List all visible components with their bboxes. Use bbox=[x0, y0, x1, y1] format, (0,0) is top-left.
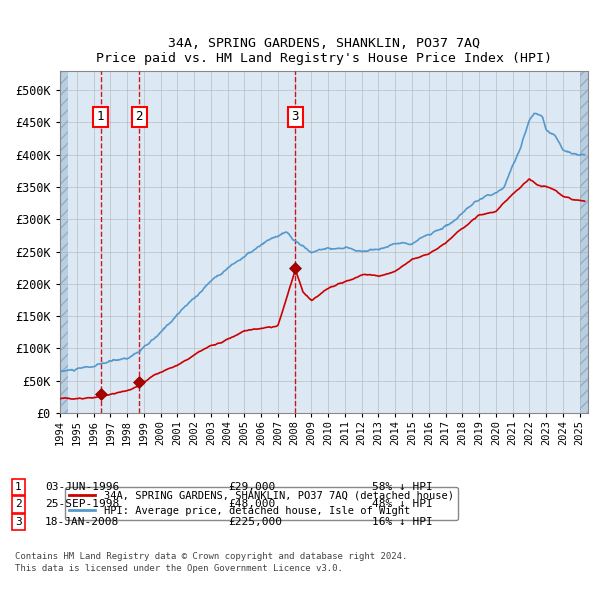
Text: 03-JUN-1996: 03-JUN-1996 bbox=[45, 482, 119, 491]
Text: 3: 3 bbox=[15, 517, 22, 527]
Text: 1: 1 bbox=[97, 110, 104, 123]
Text: This data is licensed under the Open Government Licence v3.0.: This data is licensed under the Open Gov… bbox=[15, 564, 343, 573]
Text: £225,000: £225,000 bbox=[228, 517, 282, 527]
Text: 58% ↓ HPI: 58% ↓ HPI bbox=[372, 482, 433, 491]
Text: 2: 2 bbox=[15, 500, 22, 509]
Text: 48% ↓ HPI: 48% ↓ HPI bbox=[372, 500, 433, 509]
Text: 1: 1 bbox=[15, 482, 22, 491]
Text: 25-SEP-1998: 25-SEP-1998 bbox=[45, 500, 119, 509]
Text: 3: 3 bbox=[292, 110, 299, 123]
Text: 2: 2 bbox=[136, 110, 143, 123]
Text: Contains HM Land Registry data © Crown copyright and database right 2024.: Contains HM Land Registry data © Crown c… bbox=[15, 552, 407, 561]
Text: 16% ↓ HPI: 16% ↓ HPI bbox=[372, 517, 433, 527]
Legend: 34A, SPRING GARDENS, SHANKLIN, PO37 7AQ (detached house), HPI: Average price, de: 34A, SPRING GARDENS, SHANKLIN, PO37 7AQ … bbox=[65, 487, 458, 520]
Bar bbox=[60, 71, 68, 413]
Text: £48,000: £48,000 bbox=[228, 500, 275, 509]
Title: 34A, SPRING GARDENS, SHANKLIN, PO37 7AQ
Price paid vs. HM Land Registry's House : 34A, SPRING GARDENS, SHANKLIN, PO37 7AQ … bbox=[96, 38, 552, 65]
Bar bbox=[580, 71, 588, 413]
Text: 18-JAN-2008: 18-JAN-2008 bbox=[45, 517, 119, 527]
Text: £29,000: £29,000 bbox=[228, 482, 275, 491]
